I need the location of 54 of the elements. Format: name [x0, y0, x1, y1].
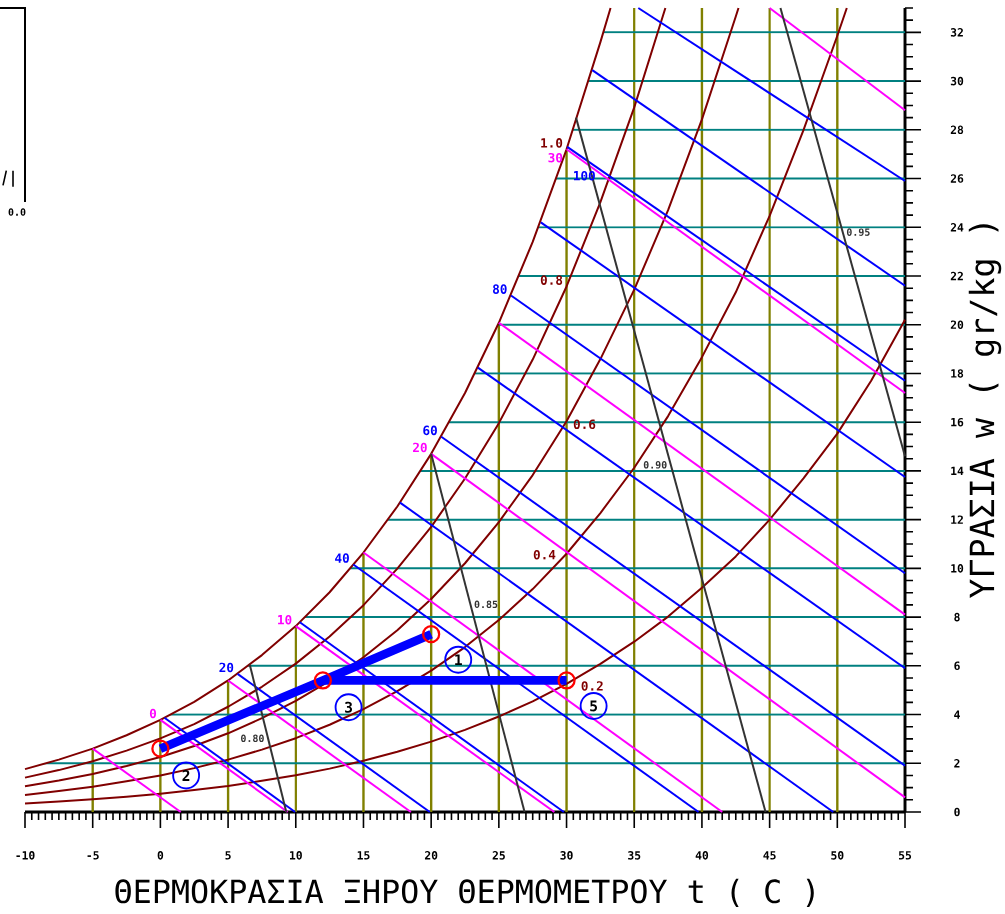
annotation: 1	[455, 654, 462, 666]
series-label: 0.8	[540, 275, 563, 285]
series-label: 0.2	[581, 681, 603, 691]
series-label: 0.80	[241, 734, 264, 743]
y-tick-label: 32	[950, 28, 963, 37]
x-tick-label: 20	[424, 851, 438, 860]
y-tick-label: 10	[951, 564, 964, 573]
x-tick-label: 50	[831, 851, 844, 860]
x-tick-label: -10	[16, 851, 35, 860]
x-tick-label: 25	[492, 851, 505, 860]
x-tick-label: -5	[87, 851, 99, 860]
y-tick-label: 18	[951, 369, 964, 378]
series-label: 0.85	[474, 600, 498, 609]
series-label: 0.90	[643, 461, 667, 469]
y-tick-label: 26	[950, 174, 964, 183]
y-tick-label: 2	[954, 759, 960, 768]
y-tick-label: 16	[951, 417, 964, 427]
series-label: 1.0	[541, 138, 563, 148]
y-axis-title: ΥΓΡΑΣΙΑ w ( gr/kg )	[968, 224, 1002, 599]
annotation: 3	[345, 701, 353, 713]
x-tick-label: 55	[898, 851, 912, 860]
x-tick-label: 35	[628, 851, 641, 860]
series-label: 10	[278, 614, 292, 625]
series-label: 30	[548, 152, 563, 163]
y-tick-label: 6	[954, 661, 960, 671]
y-tick-label: 12	[951, 515, 963, 524]
y-tick-label: 20	[950, 320, 964, 330]
series-label: 20	[413, 442, 427, 453]
x-tick-label: 0	[157, 851, 164, 860]
x-tick-label: 45	[763, 851, 776, 860]
annotation: 0.0	[8, 208, 26, 216]
y-tick-label: 0	[954, 807, 960, 817]
y-tick-label: 30	[950, 76, 964, 86]
x-tick-label: 40	[695, 851, 709, 860]
series-label: 60	[423, 425, 437, 436]
y-tick-label: 14	[951, 466, 964, 476]
series-label: 20	[219, 662, 234, 673]
y-tick-label: 28	[950, 125, 964, 135]
annotation: 5	[590, 700, 598, 712]
y-tick-label: 22	[950, 271, 963, 281]
x-axis-title: ΘΕΡΜΟΚΡΑΣΙΑ ΞΗΡΟΥ ΘΕΡΜΟΜΕΤΡΟΥ t ( C )	[115, 878, 814, 908]
x-tick-label: 10	[290, 851, 302, 860]
y-tick-label: 24	[950, 223, 964, 232]
x-tick-label: 5	[225, 851, 231, 860]
series-label: 0.4	[533, 549, 556, 560]
series-label: 0	[149, 708, 157, 719]
y-tick-label: 4	[954, 710, 960, 719]
annotation: 2	[182, 770, 190, 781]
x-tick-label: 15	[357, 851, 370, 860]
y-tick-label: 8	[954, 612, 960, 622]
x-tick-label: 30	[560, 851, 573, 860]
series-label: 40	[335, 553, 349, 563]
series-label: 0.95	[846, 228, 870, 236]
series-label: 80	[492, 284, 507, 294]
